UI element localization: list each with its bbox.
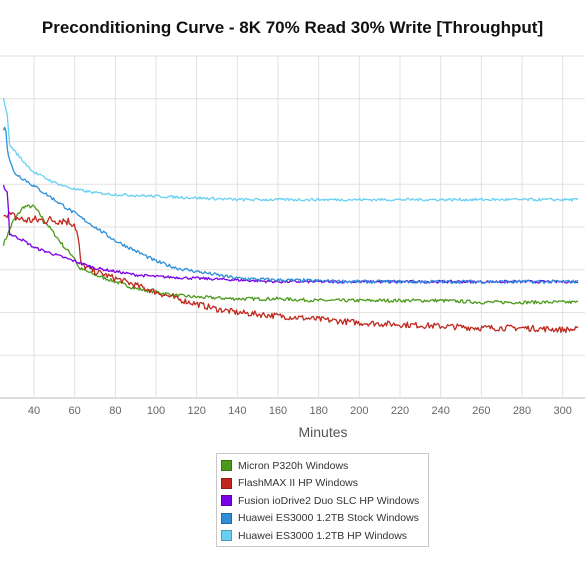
legend-swatch (221, 512, 232, 524)
legend-swatch (221, 530, 232, 542)
x-tick-label: 260 (472, 405, 490, 417)
x-tick-label: 220 (391, 405, 409, 417)
grid (0, 55, 585, 399)
x-tick-label: 100 (147, 405, 165, 417)
x-tick-label: 160 (269, 405, 287, 417)
legend-entry: Micron P320h Windows (221, 457, 424, 475)
legend-swatch (221, 477, 232, 489)
series-line (2, 126, 579, 285)
x-tick-label: 120 (187, 405, 205, 417)
x-tick-labels: 40 60 80 100 120 140 160 180 200 220 240 260 280 300 (28, 405, 572, 417)
legend-label: Huawei ES3000 1.2TB Stock Windows (238, 512, 419, 525)
x-tick-label: 60 (69, 405, 81, 417)
legend-swatch (221, 495, 232, 507)
legend-label: FlashMAX II HP Windows (238, 477, 359, 490)
x-tick-label: 40 (28, 405, 40, 417)
series-line (2, 204, 579, 305)
series-lines (2, 97, 579, 334)
series-line (2, 97, 579, 202)
legend-label: Fusion ioDrive2 Duo SLC HP Windows (238, 494, 420, 507)
legend-swatch (221, 460, 232, 472)
x-axis-label: Minutes (298, 424, 347, 440)
x-tick-label: 300 (553, 405, 571, 417)
legend: Micron P320h Windows FlashMAX II HP Windo… (216, 453, 429, 547)
legend-entry: Huawei ES3000 1.2TB Stock Windows (221, 510, 424, 528)
legend-label: Micron P320h Windows (238, 459, 349, 472)
legend-entry: FlashMAX II HP Windows (221, 475, 424, 493)
series-line (3, 211, 579, 334)
x-tick-label: 200 (350, 405, 368, 417)
x-tick-label: 140 (228, 405, 246, 417)
x-tick-label: 280 (513, 405, 531, 417)
x-tick-label: 180 (309, 405, 327, 417)
x-tick-label: 240 (431, 405, 449, 417)
x-tick-label: 80 (109, 405, 121, 417)
series-line (2, 184, 579, 284)
chart-title: Preconditioning Curve - 8K 70% Read 30% … (41, 18, 544, 37)
legend-entry: Huawei ES3000 1.2TB HP Windows (221, 527, 424, 545)
legend-entry: Fusion ioDrive2 Duo SLC HP Windows (221, 492, 424, 510)
legend-label: Huawei ES3000 1.2TB HP Windows (238, 529, 408, 542)
